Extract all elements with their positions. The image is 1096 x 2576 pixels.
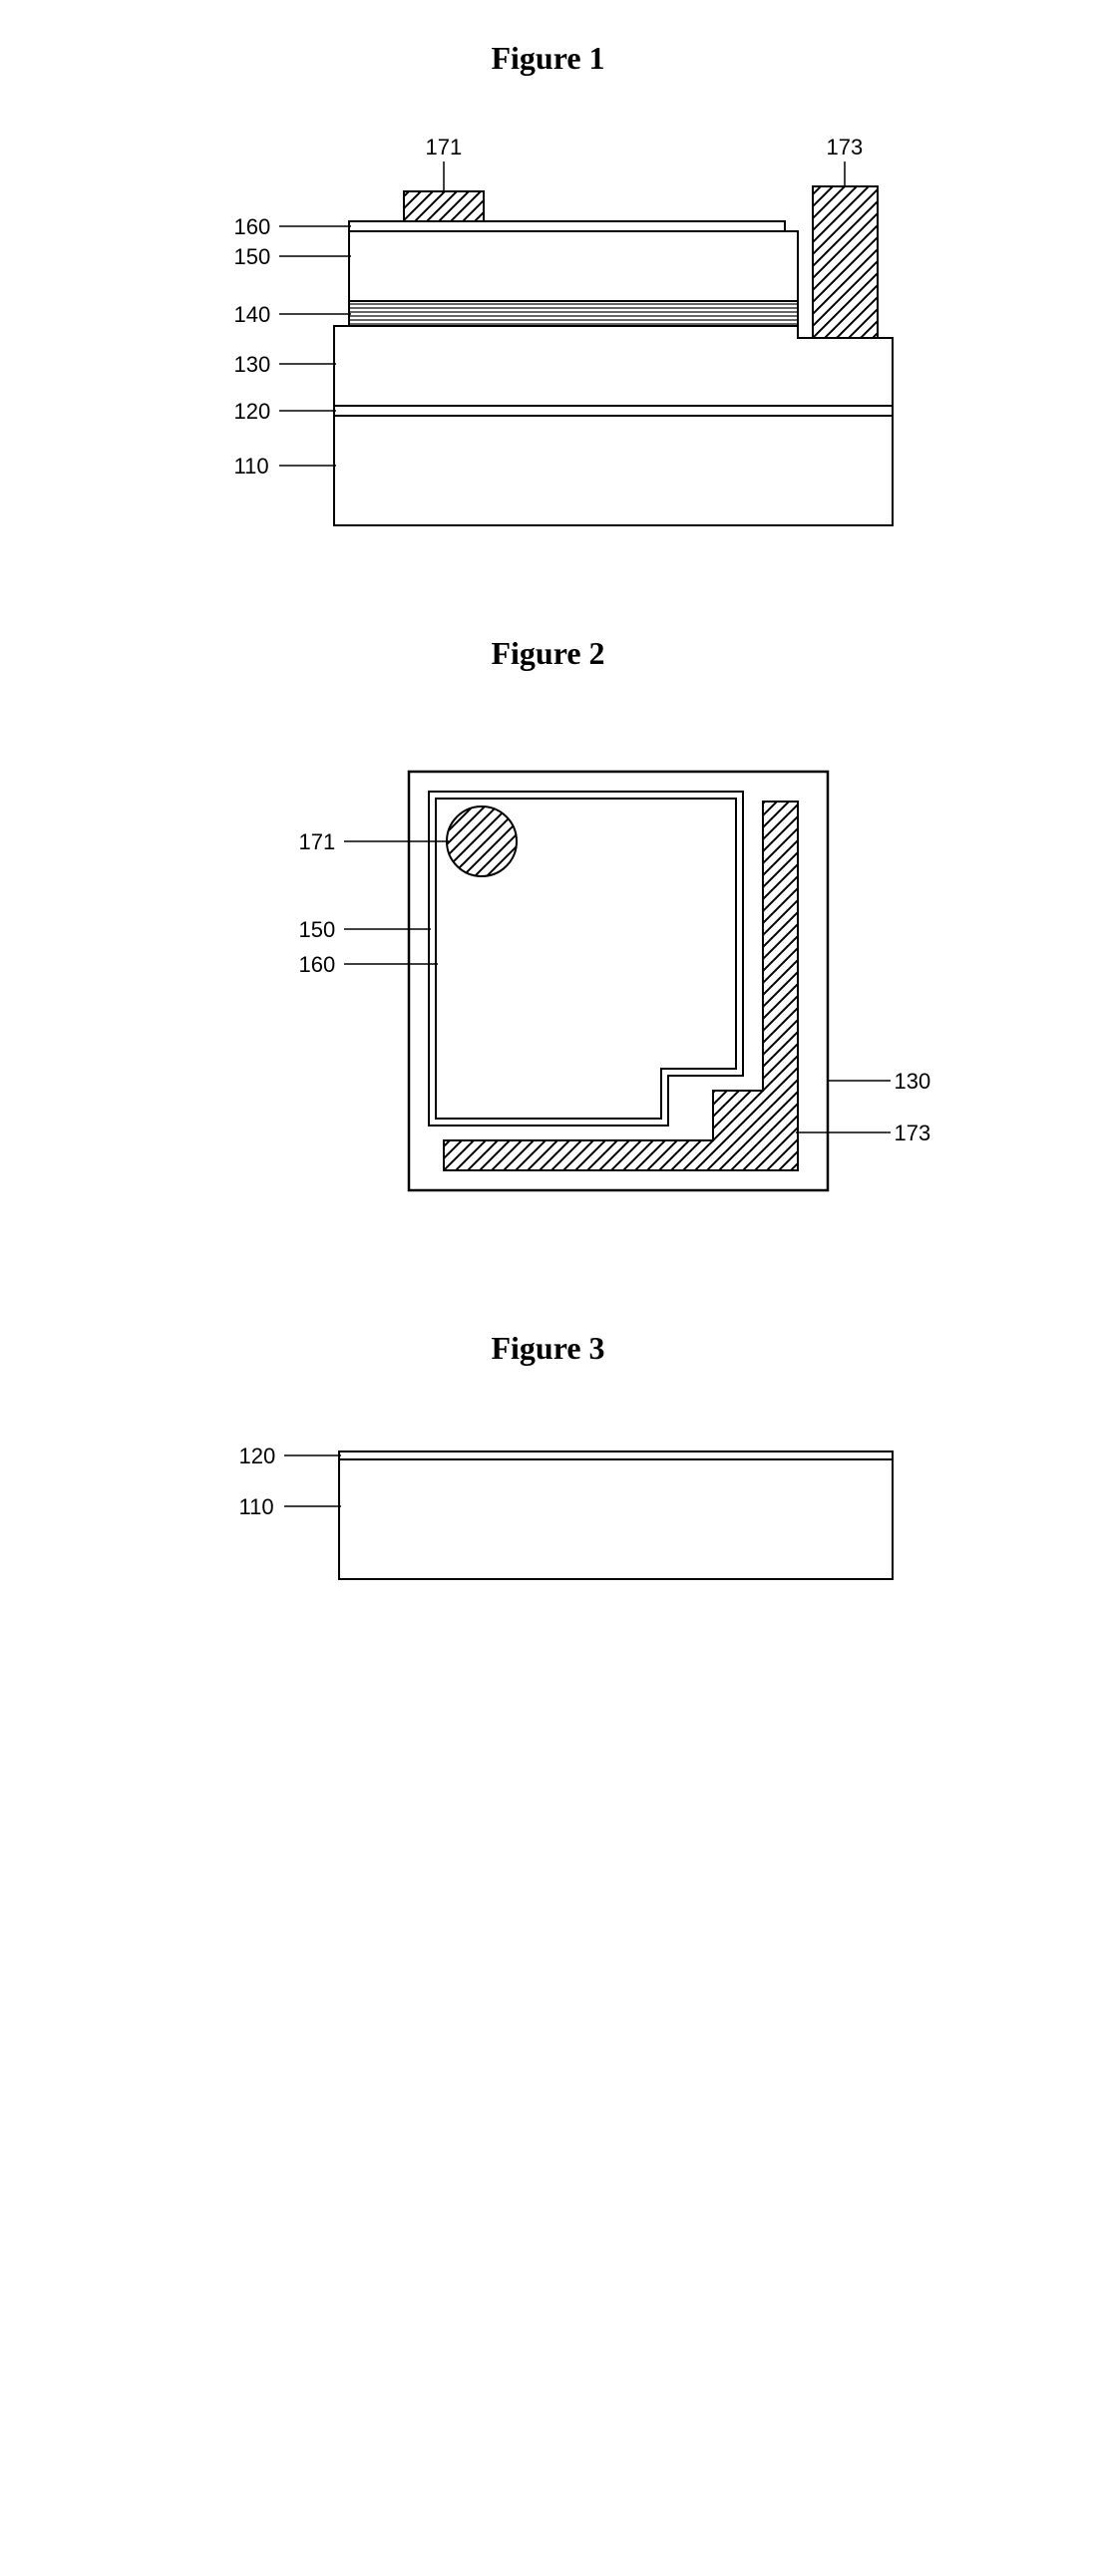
figure-2-title: Figure 2 [0, 635, 1096, 672]
layer-160 [349, 221, 785, 231]
label-110-fig3: 110 [239, 1494, 274, 1520]
label-120: 120 [234, 399, 271, 425]
layer-120 [334, 406, 893, 416]
label-130: 130 [234, 352, 271, 378]
electrode-171-top [447, 806, 517, 876]
label-140: 140 [234, 302, 271, 328]
label-150: 150 [234, 244, 271, 270]
label-160: 160 [234, 214, 271, 240]
label-150-top: 150 [299, 917, 336, 943]
electrode-173 [813, 186, 878, 338]
layer-130 [334, 326, 893, 406]
label-160-top: 160 [299, 952, 336, 978]
label-171-top: 171 [299, 829, 336, 855]
layer-110 [334, 416, 893, 525]
electrode-171 [404, 191, 484, 221]
figure-3-svg [175, 1417, 922, 1596]
layer-150 [349, 231, 798, 301]
figure-3-title: Figure 3 [0, 1330, 1096, 1367]
label-120-fig3: 120 [239, 1444, 276, 1469]
figure-2: 171 150 160 130 173 [0, 722, 1096, 1240]
label-130-top: 130 [895, 1069, 931, 1095]
label-173-top: 173 [895, 1121, 931, 1146]
figure-2-svg [175, 722, 922, 1240]
figure-1-title: Figure 1 [0, 40, 1096, 77]
layer-110-fig3 [339, 1459, 893, 1579]
figure-1: 160 150 140 130 120 110 171 173 [0, 127, 1096, 545]
label-110: 110 [234, 454, 269, 480]
layer-140 [349, 301, 798, 326]
figure-1-svg [175, 127, 922, 545]
layer-120-fig3 [339, 1451, 893, 1459]
figure-3: 120 110 [0, 1417, 1096, 1596]
label-173: 173 [827, 135, 864, 161]
label-171: 171 [426, 135, 463, 161]
